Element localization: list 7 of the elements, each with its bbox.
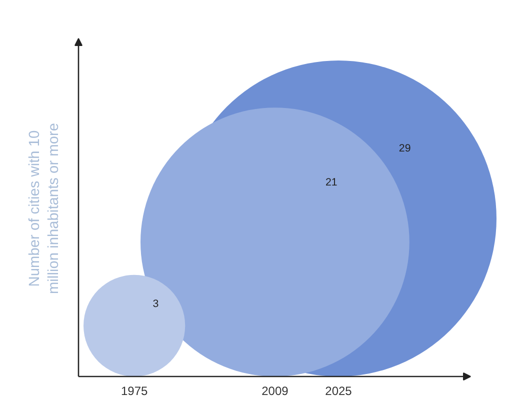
category-label: 1975	[120, 384, 148, 398]
data-label: 21	[325, 176, 338, 189]
text: Number of cities with 10 million inhabitants or more	[26, 122, 62, 294]
category-label: 2009	[262, 384, 289, 398]
category-label: 2025	[325, 384, 352, 398]
data-label: 3	[152, 298, 159, 310]
data-label: 29	[398, 142, 411, 154]
